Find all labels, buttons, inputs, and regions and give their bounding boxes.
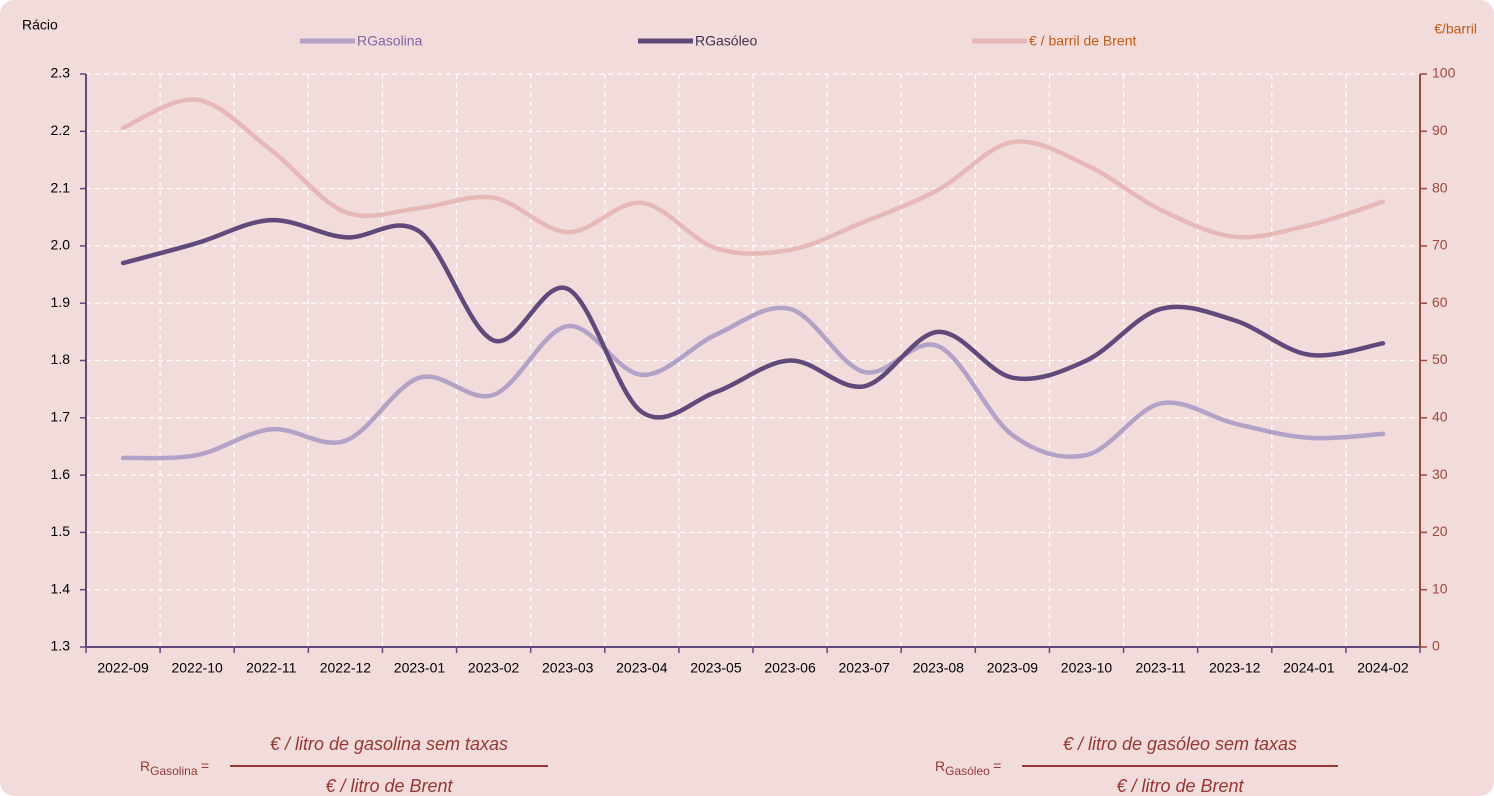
y-tick-label: 1.3 [51,638,71,654]
formula-denominator: € / litro de Brent [325,776,453,796]
formula-numerator: € / litro de gasolina sem taxas [270,734,508,754]
formula-subscript: Gasolina [150,764,198,778]
y2-tick-label: 100 [1432,65,1456,81]
x-tick-label: 2023-01 [394,660,446,676]
y2-tick-label: 40 [1432,409,1448,425]
y-tick-label: 1.8 [51,351,71,367]
y2-tick-label: 20 [1432,523,1448,539]
line [120,217,1386,420]
y-tick-label: 1.5 [51,523,71,539]
y2-tick-label: 0 [1432,638,1440,654]
x-tick-label: 2022-11 [246,660,297,676]
x-tick-label: 2023-05 [690,660,742,676]
x-tick-label: 2023-09 [987,660,1039,676]
x-tick-label: 2024-02 [1357,660,1409,676]
y2-tick-label: 50 [1432,351,1448,367]
x-tick-label: 2023-03 [542,660,594,676]
y2-tick-label: 30 [1432,466,1448,482]
y2-axis-label: €/barril [1434,21,1477,37]
y2-tick-label: 10 [1432,580,1448,596]
line [120,305,1386,461]
y-axis-label: Rácio [22,17,58,33]
x-tick-label: 2022-09 [97,660,149,676]
y2-tick-label: 70 [1432,237,1448,253]
y-tick-label: 1.7 [51,409,71,425]
legend-label: € / barril de Brent [1029,33,1136,49]
formula-symbol-text: R [140,758,150,774]
y2-tick-label: 80 [1432,179,1448,195]
x-tick-label: 2023-07 [838,660,890,676]
x-tick-label: 2023-02 [468,660,520,676]
x-tick-label: 2023-06 [764,660,816,676]
formula-denominator: € / litro de Brent [1116,776,1244,796]
y-tick-label: 2.2 [51,122,71,138]
formula-operator: = [201,758,209,774]
y-tick-label: 1.4 [51,580,71,596]
x-tick-label: 2024-01 [1283,660,1335,676]
y-tick-label: 2.1 [51,179,71,195]
x-tick-label: 2023-12 [1209,660,1261,676]
formula-symbol: RGasóleo [935,758,990,778]
x-tick-label: 2023-10 [1061,660,1113,676]
y2-tick-label: 90 [1432,122,1448,138]
y-tick-label: 1.9 [51,294,71,310]
x-tick-label: 2023-04 [616,660,668,676]
x-tick-label: 2023-11 [1135,660,1186,676]
y-tick-label: 1.6 [51,466,71,482]
x-tick-label: 2023-08 [913,660,965,676]
x-tick-label: 2022-10 [171,660,223,676]
y2-tick-label: 60 [1432,294,1448,310]
y-tick-label: 2.0 [51,237,71,253]
formula-subscript: Gasóleo [945,764,990,778]
legend-label: RGasolina [357,33,423,49]
formula-operator: = [993,758,1001,774]
line [120,97,1386,256]
legend-label: RGasóleo [695,33,757,49]
formula-symbol-text: R [935,758,945,774]
x-tick-label: 2022-12 [320,660,372,676]
formula-numerator: € / litro de gasóleo sem taxas [1063,734,1297,754]
y-tick-label: 2.3 [51,65,71,81]
formula-symbol: RGasolina [140,758,198,778]
